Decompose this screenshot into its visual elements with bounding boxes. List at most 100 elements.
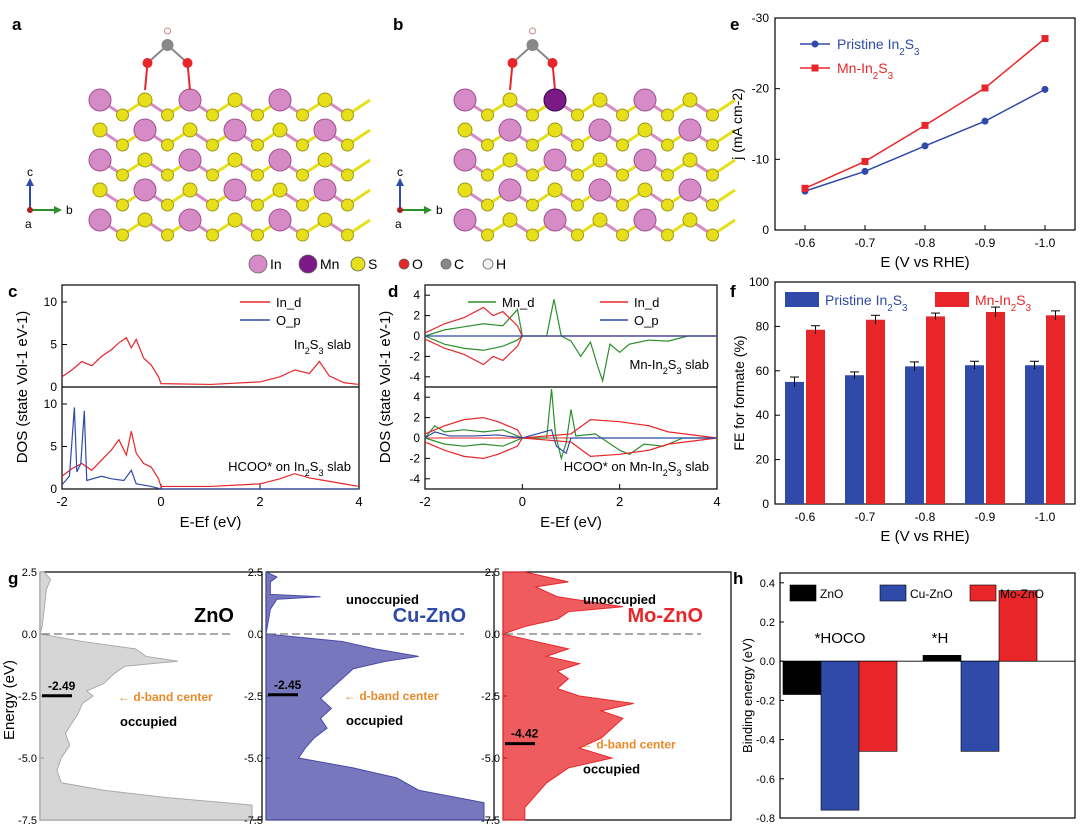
panel-title: ZnO bbox=[194, 605, 234, 627]
bar bbox=[986, 311, 1005, 504]
y-tick-label: -2 bbox=[409, 349, 420, 363]
atom-s bbox=[526, 108, 539, 122]
dband-center-value: -2.49 bbox=[48, 679, 76, 693]
x-tick-label: -0.9 bbox=[975, 510, 996, 524]
atom-s bbox=[616, 198, 629, 212]
y-tick-label: -4 bbox=[409, 370, 420, 384]
atom-s bbox=[526, 168, 539, 182]
atom-s bbox=[661, 198, 674, 212]
axis-b-label-b: b bbox=[436, 203, 443, 217]
y-tick-label: -4 bbox=[409, 472, 420, 486]
chart-g-dband: 2.5 0.0 -2.5 -5.0 -7.5 ZnO -2.49 ← d-band cente… bbox=[1, 567, 732, 827]
y-axis-title: DOS (state Vol-1 eV-1) bbox=[14, 311, 31, 464]
atom-s bbox=[682, 152, 698, 168]
y-tick-label: 0 bbox=[50, 380, 57, 394]
legend-label: Cu-ZnO bbox=[910, 587, 953, 601]
y-tick-label: 0.0 bbox=[485, 629, 500, 641]
atom-o bbox=[547, 58, 558, 68]
y-tick-label: 100 bbox=[749, 275, 769, 289]
chart-h-binding-energy: 0.4 0.2 0.0 -0.2 -0.4 -0.6 -0.8 *HOCO *H ZnO Cu-Zn… bbox=[740, 572, 1076, 825]
bar bbox=[905, 366, 924, 504]
atom-s bbox=[161, 228, 174, 242]
axis-triad-b: c a b bbox=[395, 165, 443, 231]
atom-s bbox=[706, 108, 719, 122]
atom-s bbox=[251, 168, 264, 182]
crystal-structure-pristine bbox=[88, 27, 371, 242]
atom-s bbox=[481, 228, 494, 242]
legend-atom-label: Mn bbox=[320, 256, 339, 272]
y-tick-label: -0.2 bbox=[756, 695, 775, 707]
dband-center-value: -4.42 bbox=[511, 727, 539, 741]
atom-s bbox=[251, 198, 264, 212]
y-tick-label: -10 bbox=[752, 152, 770, 166]
atom-s bbox=[317, 152, 333, 168]
legend-label: O_p bbox=[634, 313, 659, 328]
atom-in bbox=[588, 118, 612, 142]
axis-triad-a: c a b bbox=[25, 165, 73, 231]
atom-s bbox=[137, 92, 153, 108]
atom-s bbox=[227, 92, 243, 108]
bar bbox=[782, 660, 822, 695]
atom-in bbox=[133, 178, 157, 202]
y-tick-label: 60 bbox=[756, 364, 770, 378]
atom-s bbox=[116, 228, 129, 242]
atom-s bbox=[502, 92, 518, 108]
atom-s bbox=[341, 198, 354, 212]
atom-in bbox=[453, 88, 477, 112]
bar bbox=[998, 590, 1038, 662]
y-tick-label: -0.6 bbox=[756, 774, 775, 786]
dos-curve bbox=[424, 335, 523, 351]
y-tick-label: -5.0 bbox=[481, 753, 500, 765]
x-axis-title: E (V vs RHE) bbox=[880, 254, 969, 271]
legend-label: O_p bbox=[276, 313, 301, 328]
atom-s bbox=[296, 198, 309, 212]
y-tick-label: -0.8 bbox=[756, 813, 775, 825]
atom-s bbox=[616, 138, 629, 152]
atom-s bbox=[571, 228, 584, 242]
unoccupied-label: unoccupied bbox=[346, 592, 419, 607]
atom-o bbox=[507, 58, 518, 68]
atom-in bbox=[88, 148, 112, 172]
atom-o bbox=[142, 58, 153, 68]
atom-s bbox=[206, 198, 219, 212]
legend-label: Pristine In2S3 bbox=[825, 292, 908, 314]
legend-swatch bbox=[969, 584, 997, 602]
atom-in bbox=[223, 118, 247, 142]
atom-s bbox=[526, 228, 539, 242]
legend-atom-label: C bbox=[454, 256, 464, 272]
plot-frame bbox=[774, 281, 1076, 505]
dband-center-value: -2.45 bbox=[274, 678, 302, 692]
x-tick-label: -0.6 bbox=[795, 236, 816, 250]
atom-s bbox=[341, 228, 354, 242]
legend-swatch bbox=[785, 292, 819, 307]
x-tick-label: -2 bbox=[56, 494, 68, 509]
y-tick-label: -7.5 bbox=[18, 815, 37, 827]
atom-s bbox=[481, 108, 494, 122]
x-tick-label: 4 bbox=[713, 494, 720, 509]
bar bbox=[820, 660, 860, 811]
data-point bbox=[921, 121, 929, 129]
data-point bbox=[801, 184, 809, 192]
atom-in bbox=[498, 178, 522, 202]
atom-s bbox=[547, 182, 563, 198]
atom-s bbox=[592, 152, 608, 168]
atom-s bbox=[161, 198, 174, 212]
y-tick-label: 4 bbox=[413, 390, 420, 404]
atom-s bbox=[592, 212, 608, 228]
atom-s bbox=[296, 168, 309, 182]
dos-curve bbox=[424, 388, 717, 461]
occupied-label: occupied bbox=[583, 762, 640, 777]
y-tick-label: 10 bbox=[44, 295, 58, 309]
panel-label-e: e bbox=[730, 15, 739, 34]
legend-atom-label: S bbox=[368, 256, 377, 272]
atom-s bbox=[526, 138, 539, 152]
panel-label-h: h bbox=[733, 569, 743, 588]
y-tick-label: -2.5 bbox=[481, 691, 500, 703]
atom-h bbox=[164, 27, 171, 35]
panel-label: HCOO* on In2S3 slab bbox=[228, 459, 351, 478]
atom-s bbox=[661, 228, 674, 242]
panel-label-g: g bbox=[8, 569, 18, 588]
legend-label: In_d bbox=[634, 295, 659, 310]
legend-label: Mo-ZnO bbox=[1000, 587, 1044, 601]
x-tick-label: -1.0 bbox=[1035, 510, 1056, 524]
